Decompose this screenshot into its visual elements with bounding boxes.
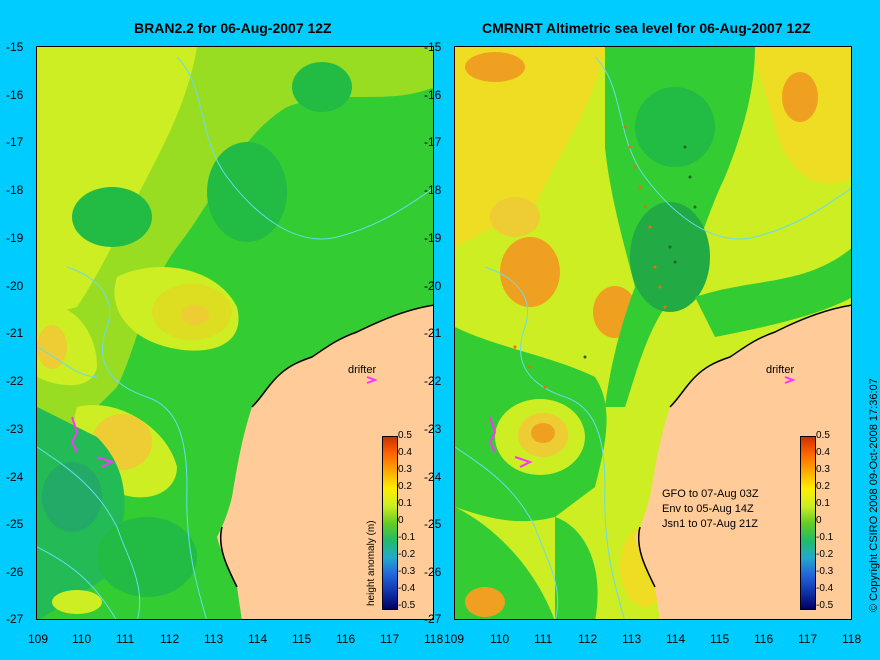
y-tick-label: -25 bbox=[424, 517, 442, 531]
y-tick-label: -26 bbox=[6, 565, 24, 579]
legend-gfo: GFO to 07-Aug 03Z bbox=[662, 488, 759, 500]
x-tick-label: 118 bbox=[842, 632, 862, 646]
y-tick-label: -24 bbox=[6, 470, 24, 484]
x-tick-label: 116 bbox=[754, 632, 774, 646]
y-tick-label: -15 bbox=[6, 40, 24, 54]
colorbar-tick: 0.1 bbox=[398, 498, 412, 509]
x-tick-label: 112 bbox=[578, 632, 598, 646]
x-tick-label: 118 bbox=[424, 632, 444, 646]
x-tick-label: 117 bbox=[380, 632, 400, 646]
y-tick-label: -18 bbox=[6, 183, 24, 197]
colorbar-tick: 0.2 bbox=[816, 481, 830, 492]
x-tick-label: 110 bbox=[490, 632, 510, 646]
y-tick-label: -27 bbox=[424, 612, 442, 626]
colorbar-gradient bbox=[800, 436, 816, 610]
y-tick-label: -15 bbox=[424, 40, 442, 54]
y-tick-label: -19 bbox=[6, 231, 24, 245]
colorbar-tick: -0.1 bbox=[398, 532, 416, 543]
colorbar-tick: -0.2 bbox=[816, 549, 834, 560]
colorbar-tick: 0.3 bbox=[398, 464, 412, 475]
colorbar-tick: 0.1 bbox=[816, 498, 830, 509]
colorbar-tick: 0.4 bbox=[398, 447, 412, 458]
y-tick-label: -17 bbox=[424, 135, 442, 149]
x-tick-label: 110 bbox=[72, 632, 92, 646]
x-tick-label: 115 bbox=[710, 632, 730, 646]
y-tick-label: -20 bbox=[424, 279, 442, 293]
y-tick-label: -16 bbox=[6, 88, 24, 102]
y-tick-label: -26 bbox=[424, 565, 442, 579]
y-tick-label: -22 bbox=[424, 374, 442, 388]
copyright-text: © Copyright CSIRO 2008 09-Oct-2008 17:36… bbox=[868, 378, 880, 612]
left-map bbox=[36, 46, 434, 620]
colorbar-tick: 0.5 bbox=[398, 430, 412, 441]
left-panel-title: BRAN2.2 for 06-Aug-2007 12Z bbox=[134, 20, 332, 36]
x-tick-label: 111 bbox=[116, 632, 135, 646]
y-tick-label: -27 bbox=[6, 612, 24, 626]
x-tick-label: 114 bbox=[666, 632, 686, 646]
x-tick-label: 112 bbox=[160, 632, 180, 646]
x-tick-label: 116 bbox=[336, 632, 356, 646]
y-tick-label: -23 bbox=[6, 422, 24, 436]
y-tick-label: -19 bbox=[424, 231, 442, 245]
colorbar-tick: 0.4 bbox=[816, 447, 830, 458]
colorbar-tick: -0.2 bbox=[398, 549, 416, 560]
colorbar-gradient bbox=[382, 436, 398, 610]
x-tick-label: 109 bbox=[444, 632, 465, 646]
x-tick-label: 109 bbox=[28, 632, 49, 646]
right-drifter-label: drifter bbox=[766, 364, 795, 376]
colorbar-title: height anomaly (m) bbox=[366, 520, 377, 606]
colorbar-tick: -0.4 bbox=[398, 583, 416, 594]
colorbar-tick: -0.1 bbox=[816, 532, 834, 543]
colorbar-tick: 0 bbox=[398, 515, 404, 526]
colorbar-tick: 0.3 bbox=[816, 464, 830, 475]
y-tick-label: -17 bbox=[6, 135, 24, 149]
x-tick-label: 114 bbox=[248, 632, 268, 646]
colorbar-tick: -0.4 bbox=[816, 583, 834, 594]
colorbar-tick: 0.2 bbox=[398, 481, 412, 492]
y-tick-label: -22 bbox=[6, 374, 24, 388]
y-tick-label: -18 bbox=[424, 183, 442, 197]
x-tick-label: 113 bbox=[204, 632, 224, 646]
left-drifter-label: drifter bbox=[348, 364, 377, 376]
y-tick-label: -21 bbox=[6, 326, 24, 340]
right-map bbox=[454, 46, 852, 620]
y-tick-label: -25 bbox=[6, 517, 24, 531]
x-tick-label: 115 bbox=[292, 632, 312, 646]
legend-jsn1: Jsn1 to 07-Aug 21Z bbox=[662, 518, 759, 530]
y-tick-label: -16 bbox=[424, 88, 442, 102]
x-tick-label: 113 bbox=[622, 632, 642, 646]
colorbar-tick: -0.3 bbox=[398, 566, 416, 577]
colorbar-tick: -0.5 bbox=[816, 600, 834, 611]
right-panel-title: CMRNRT Altimetric sea level for 06-Aug-2… bbox=[482, 20, 811, 36]
x-tick-label: 111 bbox=[534, 632, 553, 646]
y-tick-label: -21 bbox=[424, 326, 442, 340]
y-tick-label: -20 bbox=[6, 279, 24, 293]
colorbar-tick: 0.5 bbox=[816, 430, 830, 441]
colorbar-tick: 0 bbox=[816, 515, 822, 526]
y-tick-label: -23 bbox=[424, 422, 442, 436]
legend-env: Env to 05-Aug 14Z bbox=[662, 503, 754, 515]
colorbar-tick: -0.3 bbox=[816, 566, 834, 577]
y-tick-label: -24 bbox=[424, 470, 442, 484]
x-tick-label: 117 bbox=[798, 632, 818, 646]
colorbar-tick: -0.5 bbox=[398, 600, 416, 611]
